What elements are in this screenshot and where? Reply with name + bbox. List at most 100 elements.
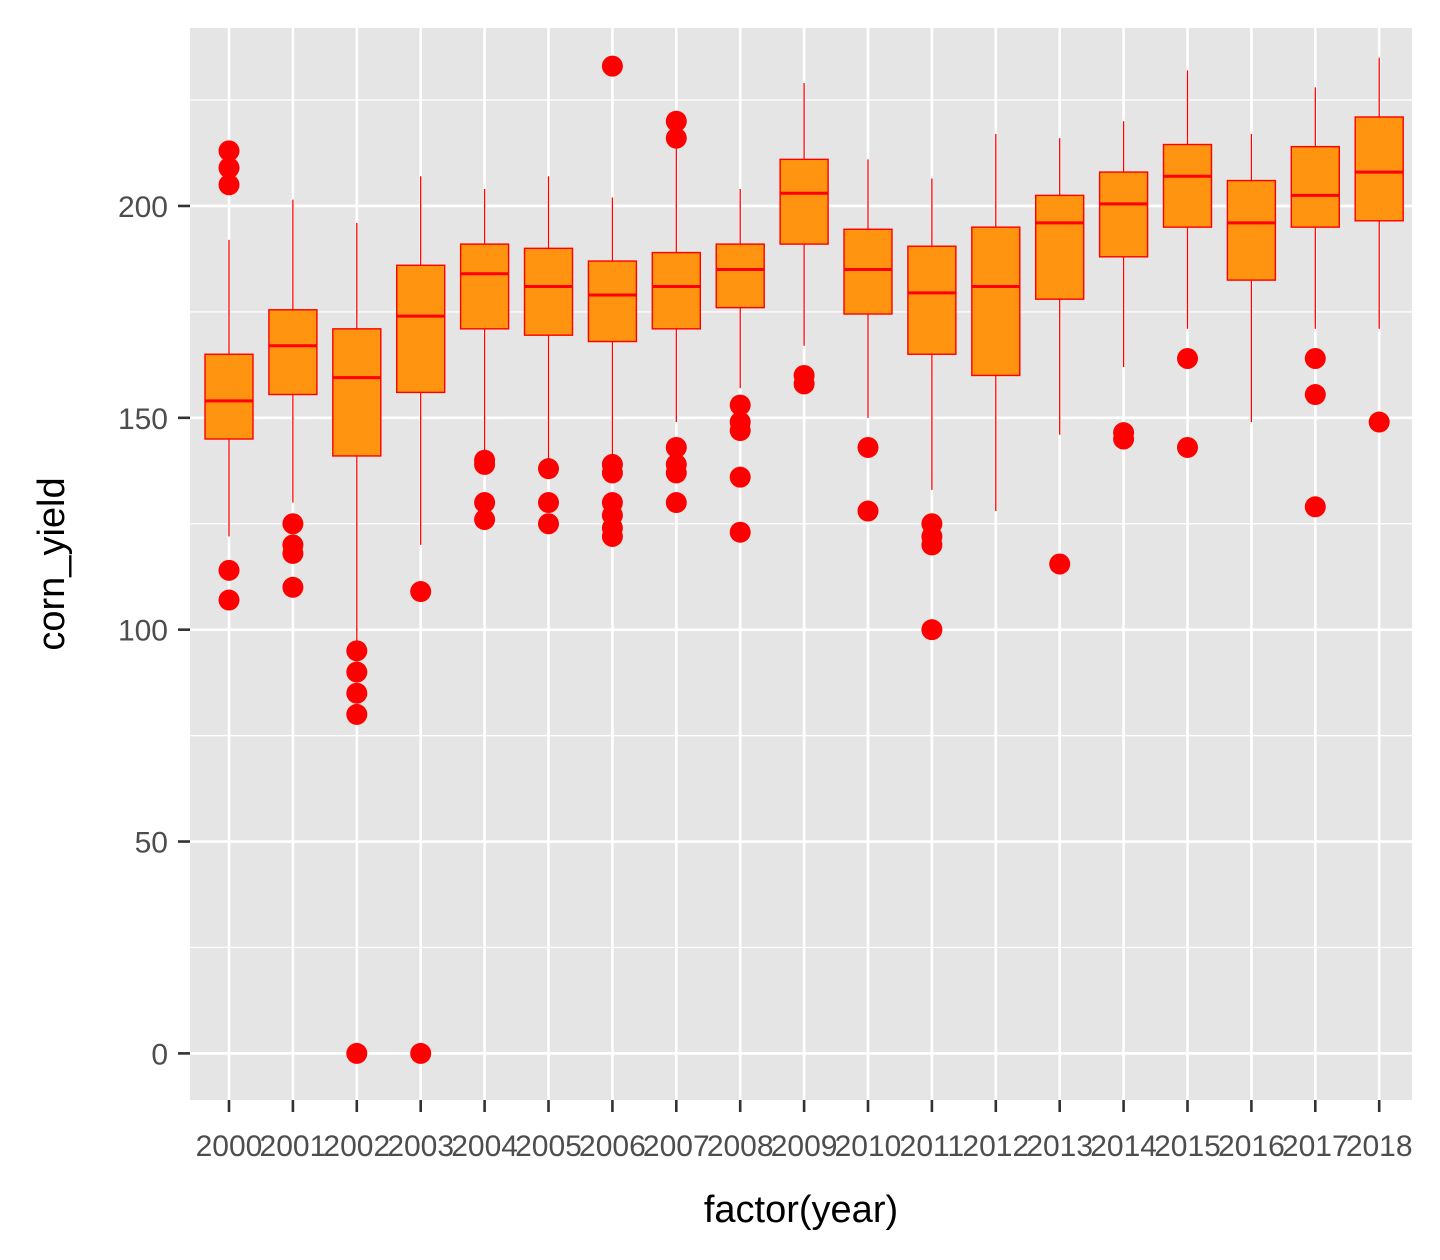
box-2009 — [779, 83, 829, 395]
box-2014 — [1098, 121, 1149, 450]
outlier-point — [1304, 496, 1326, 518]
outlier-point — [538, 492, 559, 514]
x-tick-label: 2011 — [900, 1130, 965, 1163]
box-2012 — [971, 133, 1021, 512]
outlier-point — [665, 127, 687, 149]
outlier-point — [474, 492, 496, 514]
y-tick-label: 50 — [135, 827, 168, 860]
outlier-point — [857, 436, 879, 458]
x-tick-label: 2016 — [1218, 1130, 1285, 1163]
box-iqr — [332, 328, 382, 457]
outlier-point — [1304, 384, 1326, 406]
x-tick-label: 2009 — [771, 1130, 838, 1163]
box-iqr — [779, 158, 829, 245]
outlier-point — [1304, 347, 1326, 369]
box-2002 — [332, 222, 382, 1064]
outlier-point — [857, 500, 879, 522]
outlier-point — [218, 174, 240, 196]
x-tick-label: 2008 — [707, 1130, 774, 1163]
x-axis: 2000200120022003200420052006200720082009… — [196, 1100, 1413, 1163]
outlier-point — [1113, 422, 1135, 444]
outlier-point — [218, 559, 240, 581]
outlier-point — [1177, 436, 1198, 458]
outlier-point — [282, 513, 304, 535]
box-iqr — [1034, 194, 1085, 300]
x-tick-label: 2002 — [323, 1130, 390, 1163]
box-iqr — [1290, 145, 1341, 228]
box-iqr — [715, 243, 765, 309]
box-2016 — [1226, 133, 1277, 423]
x-tick-label: 2000 — [196, 1130, 263, 1163]
box-2005 — [523, 176, 574, 535]
box-series — [204, 55, 1404, 1064]
y-axis-title: corn_yield — [31, 477, 73, 650]
box-iqr — [1162, 143, 1213, 228]
box-iqr — [587, 260, 638, 343]
x-tick-label: 2017 — [1282, 1130, 1349, 1163]
outlier-point — [665, 110, 687, 132]
outlier-point — [346, 640, 368, 662]
x-tick-label: 2001 — [260, 1130, 327, 1163]
y-tick-label: 200 — [118, 191, 168, 224]
x-tick-label: 2018 — [1346, 1130, 1413, 1163]
box-iqr — [971, 226, 1021, 377]
y-tick-label: 100 — [118, 615, 168, 648]
x-tick-label: 2013 — [1026, 1130, 1093, 1163]
outlier-point — [729, 466, 751, 488]
box-2000 — [204, 140, 254, 611]
outlier-point — [921, 513, 943, 535]
x-tick-label: 2012 — [962, 1130, 1029, 1163]
y-axis: 0 50 100 150 200 — [118, 191, 190, 1071]
box-iqr — [268, 309, 318, 396]
box-iqr — [1098, 171, 1149, 258]
outlier-point — [538, 458, 559, 480]
y-tick-label: 0 — [151, 1038, 168, 1071]
outlier-point — [218, 140, 240, 162]
outlier-point — [601, 453, 623, 475]
box-iqr — [843, 228, 893, 315]
outlier-point — [1177, 347, 1198, 369]
outlier-point — [538, 513, 559, 535]
outlier-point — [793, 364, 815, 386]
box-2011 — [907, 178, 957, 641]
box-2010 — [843, 159, 893, 522]
x-tick-label: 2003 — [387, 1130, 454, 1163]
x-tick-label: 2006 — [579, 1130, 646, 1163]
box-2015 — [1162, 70, 1213, 458]
box-2003 — [396, 176, 446, 1064]
x-tick-label: 2007 — [643, 1130, 710, 1163]
outlier-point — [665, 453, 687, 475]
outlier-point — [729, 521, 751, 543]
outlier-point — [218, 589, 240, 611]
outlier-point — [921, 619, 943, 641]
x-tick-label: 2005 — [515, 1130, 582, 1163]
outlier-point — [346, 682, 368, 704]
outlier-point — [410, 581, 432, 603]
outlier-point — [601, 492, 623, 514]
outlier-point — [410, 1042, 432, 1064]
outlier-point — [282, 534, 304, 556]
box-iqr — [523, 247, 574, 336]
x-tick-label: 2015 — [1154, 1130, 1221, 1163]
box-2013 — [1034, 138, 1085, 575]
outlier-point — [474, 509, 496, 531]
box-2018 — [1354, 57, 1404, 433]
box-2001 — [268, 199, 318, 598]
outlier-point — [282, 576, 304, 598]
outlier-point — [1049, 553, 1071, 575]
box-2006 — [587, 55, 638, 547]
outlier-point — [218, 157, 240, 179]
outlier-point — [346, 661, 368, 683]
outlier-point — [729, 411, 751, 433]
box-iqr — [459, 243, 510, 330]
box-iqr — [204, 353, 254, 440]
x-axis-title: factor(year) — [704, 1189, 898, 1231]
outlier-point — [346, 1042, 368, 1064]
outlier-point — [346, 703, 368, 725]
outlier-point — [1368, 411, 1390, 433]
box-2004 — [459, 189, 510, 531]
outlier-point — [665, 492, 687, 514]
box-iqr — [1354, 116, 1404, 222]
box-iqr — [651, 251, 701, 330]
